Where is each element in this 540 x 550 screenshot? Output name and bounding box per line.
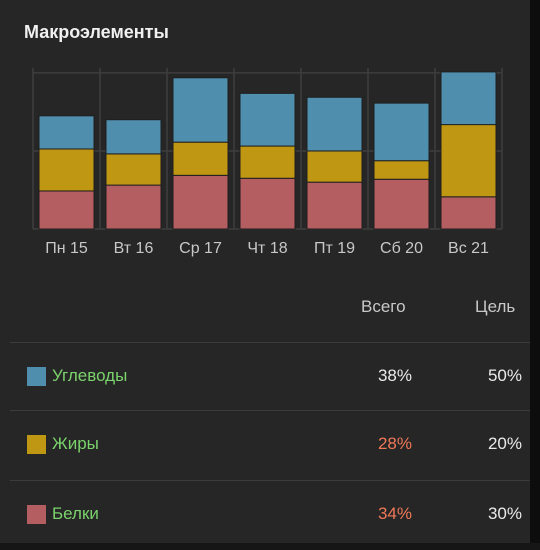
row-label: Белки [52, 504, 99, 523]
row-label: Жиры [52, 434, 99, 453]
x-tick-label: Вт 16 [114, 240, 154, 257]
row-total-value: 38% [377, 366, 412, 385]
screen-edge [530, 0, 540, 543]
bar-segment [373, 102, 430, 162]
row-total-value: 34% [377, 504, 412, 523]
x-tick-label: Вс 21 [448, 240, 489, 257]
card-title: Макроэлементы [24, 22, 169, 42]
bar-segment [172, 77, 229, 143]
bar-segment [239, 92, 296, 147]
table-row-protein: Белки 34% 30% [10, 480, 530, 550]
bar-segment [38, 115, 95, 150]
bar-segment [105, 184, 162, 230]
bar-segment [105, 153, 162, 186]
header-goal: Цель [475, 297, 516, 316]
bar-segment [105, 119, 162, 155]
bar-segment [38, 190, 95, 230]
bar-segment [373, 178, 430, 230]
row-goal-value: 50% [487, 366, 522, 385]
row-goal-value: 30% [487, 504, 522, 523]
row-label: Углеводы [52, 366, 128, 385]
bar-segment [38, 148, 95, 192]
table-row-fats: Жиры 28% 20% [10, 410, 530, 480]
macros-stacked-bar-chart: Пн 15 Вт 16 Ср 17 Чт 18 Пт 19 Сб 20 Вс 21 [32, 68, 503, 257]
bar-segment [306, 181, 363, 230]
x-tick-label: Чт 18 [247, 240, 287, 257]
table-row-carbs: Углеводы 38% 50% [10, 342, 530, 412]
x-tick-label: Пт 19 [314, 240, 355, 257]
carbs-color-swatch [27, 367, 46, 386]
fats-color-swatch [27, 435, 46, 454]
bar-segment [440, 124, 497, 198]
bar-segment [440, 71, 497, 126]
bar-segment [373, 160, 430, 180]
bar-segment [239, 145, 296, 179]
bar-segment [172, 141, 229, 176]
x-tick-label: Пн 15 [45, 240, 88, 257]
x-tick-label: Ср 17 [179, 240, 222, 257]
bar-segment [440, 196, 497, 230]
row-total-value: 28% [377, 434, 412, 453]
bar-segment [306, 96, 363, 152]
protein-color-swatch [27, 505, 46, 524]
x-tick-label: Сб 20 [380, 240, 423, 257]
bar-segment [306, 150, 363, 183]
row-goal-value: 20% [487, 434, 522, 453]
header-total: Всего [361, 297, 406, 316]
bar-segment [172, 174, 229, 230]
macros-card: Макроэлементы Пн 15 Вт 16 Ср 17 Чт 18 Пт 19 С… [0, 0, 530, 543]
bar-segment [239, 177, 296, 230]
